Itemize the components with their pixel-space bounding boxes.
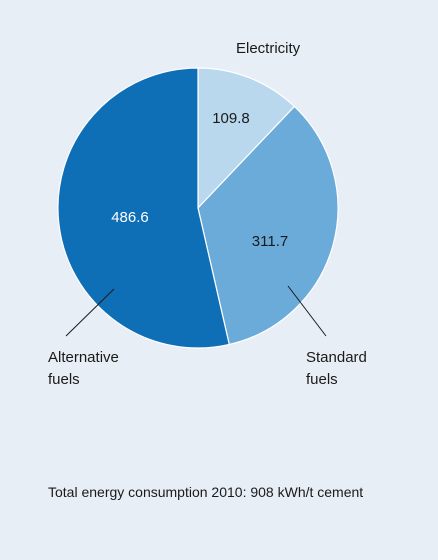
pie-slices [57,67,339,349]
pie-slice-electricity [197,67,296,210]
category-label-electricity: Electricity [236,40,301,57]
chart-caption: Total energy consumption 2010: 908 kWh/t… [48,484,364,500]
value-label-standard-fuels: 311.7 [252,233,288,250]
leader-lines [65,285,327,337]
leader-line-alternative-fuels [65,288,115,337]
value-label-electricity: 109.8 [212,110,250,127]
category-labels: Electricity Standard fuels Alternative fuels [48,40,367,388]
category-label-alternative-fuels: Alternative fuels [48,349,119,388]
value-label-alternative-fuels: 486.6 [111,209,149,226]
category-label-standard-fuels: Standard fuels [306,349,367,388]
pie-slice-standard-fuels [197,105,339,346]
pie-slice-alternative-fuels [57,67,230,349]
value-labels: 109.8 311.7 486.6 [111,110,288,250]
leader-line-standard-fuels [287,285,327,337]
